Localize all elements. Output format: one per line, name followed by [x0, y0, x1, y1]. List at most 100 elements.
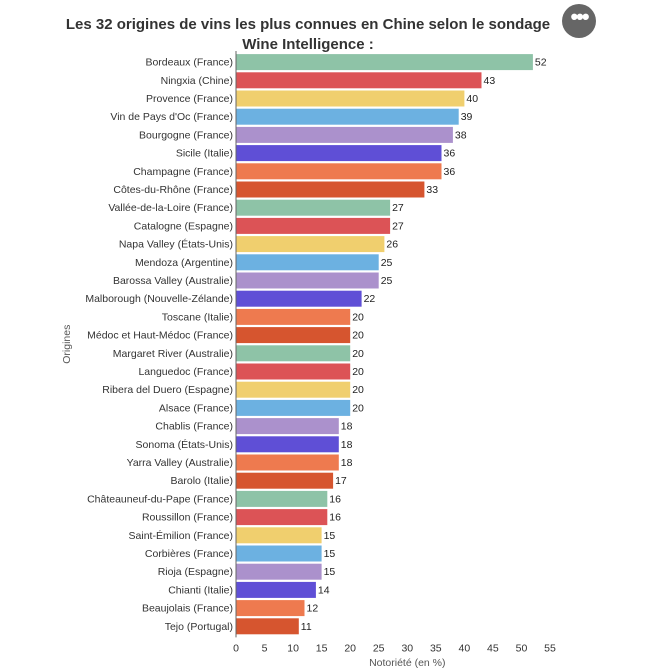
data-label: 16 — [329, 512, 341, 524]
bar — [236, 108, 459, 125]
data-label: 27 — [392, 220, 404, 232]
bar — [236, 363, 351, 380]
bar — [236, 72, 482, 89]
category-label: Médoc et Haut-Médoc (France) — [87, 330, 233, 342]
data-label: 40 — [466, 93, 478, 105]
x-tick-label: 25 — [373, 642, 385, 654]
data-label: 52 — [535, 57, 547, 69]
bar — [236, 418, 339, 435]
bar — [236, 345, 351, 362]
x-axis-title: Notoriété (en %) — [369, 657, 445, 669]
x-tick-label: 30 — [401, 642, 413, 654]
data-label: 25 — [381, 257, 393, 269]
bar — [236, 581, 316, 598]
data-label: 43 — [484, 75, 496, 87]
data-label: 20 — [352, 366, 364, 378]
bar — [236, 254, 379, 271]
category-label: Champagne (France) — [133, 166, 233, 178]
category-label: Chianti (Italie) — [168, 584, 233, 596]
category-label: Corbières (France) — [145, 548, 233, 560]
category-label: Beaujolais (France) — [142, 603, 233, 615]
y-axis-title: Origines — [61, 325, 73, 364]
category-label: Côtes-du-Rhône (France) — [113, 184, 233, 196]
bar — [236, 399, 351, 416]
category-label: Ningxia (Chine) — [161, 75, 233, 87]
bar — [236, 327, 351, 344]
category-label: Tejo (Portugal) — [165, 621, 233, 633]
data-label: 16 — [329, 493, 341, 505]
bar — [236, 126, 453, 143]
category-label: Sicile (Italie) — [176, 148, 233, 160]
data-label: 27 — [392, 202, 404, 214]
category-label: Vin de Pays d'Oc (France) — [110, 111, 233, 123]
category-label: Yarra Valley (Australie) — [127, 457, 233, 469]
category-label: Alsace (France) — [159, 402, 233, 414]
category-label: Barossa Valley (Australie) — [113, 275, 233, 287]
data-label: 20 — [352, 311, 364, 323]
data-label: 22 — [364, 293, 376, 305]
data-label: 26 — [386, 239, 398, 251]
more-dots-icon: ••• — [570, 4, 589, 29]
data-label: 38 — [455, 129, 467, 141]
category-label: Mendoza (Argentine) — [135, 257, 233, 269]
x-tick-label: 20 — [344, 642, 356, 654]
data-label: 11 — [301, 621, 312, 633]
x-tick-label: 10 — [287, 642, 299, 654]
bar — [236, 199, 391, 216]
data-label: 18 — [341, 439, 353, 451]
x-tick-label: 0 — [233, 642, 239, 654]
data-label: 15 — [324, 548, 336, 560]
bar — [236, 145, 442, 162]
bar — [236, 90, 465, 107]
x-tick-label: 40 — [459, 642, 471, 654]
category-label: Bourgogne (France) — [139, 129, 233, 141]
bar — [236, 272, 379, 289]
bar — [236, 618, 299, 635]
data-label: 20 — [352, 402, 364, 414]
x-tick-label: 35 — [430, 642, 442, 654]
bar — [236, 181, 425, 198]
bar — [236, 436, 339, 453]
bar — [236, 509, 328, 526]
bar — [236, 600, 305, 617]
category-label: Languedoc (France) — [138, 366, 233, 378]
x-tick-label: 55 — [544, 642, 556, 654]
data-label: 15 — [324, 530, 336, 542]
bar — [236, 545, 322, 562]
x-tick-label: 15 — [316, 642, 328, 654]
data-label: 18 — [341, 421, 353, 433]
category-label: Barolo (Italie) — [171, 475, 233, 487]
more-options-button[interactable]: ••• — [562, 4, 596, 38]
bar — [236, 381, 351, 398]
data-label: 17 — [335, 475, 347, 487]
data-label: 18 — [341, 457, 353, 469]
category-label: Malborough (Nouvelle-Zélande) — [85, 293, 233, 305]
bar — [236, 290, 362, 307]
category-label: Roussillon (France) — [142, 512, 233, 524]
data-label: 39 — [461, 111, 473, 123]
bar — [236, 236, 385, 253]
bar — [236, 163, 442, 180]
category-label: Rioja (Espagne) — [158, 566, 233, 578]
bar — [236, 527, 322, 544]
data-label: 20 — [352, 384, 364, 396]
x-tick-label: 5 — [262, 642, 268, 654]
chart-title: Les 32 origines de vins les plus connues… — [65, 16, 551, 53]
category-label: Margaret River (Australie) — [113, 348, 233, 360]
bar — [236, 490, 328, 507]
category-label: Napa Valley (États-Unis) — [119, 238, 233, 251]
data-label: 20 — [352, 330, 364, 342]
data-label: 36 — [444, 166, 456, 178]
category-label: Toscane (Italie) — [162, 311, 233, 323]
bar — [236, 217, 391, 234]
bar — [236, 563, 322, 580]
category-label: Châteauneuf-du-Pape (France) — [87, 493, 233, 505]
data-label: 20 — [352, 348, 364, 360]
data-label: 36 — [444, 148, 456, 160]
category-label: Bordeaux (France) — [145, 57, 233, 69]
data-label: 25 — [381, 275, 393, 287]
bar — [236, 54, 533, 71]
data-label: 15 — [324, 566, 336, 578]
data-label: 33 — [426, 184, 438, 196]
